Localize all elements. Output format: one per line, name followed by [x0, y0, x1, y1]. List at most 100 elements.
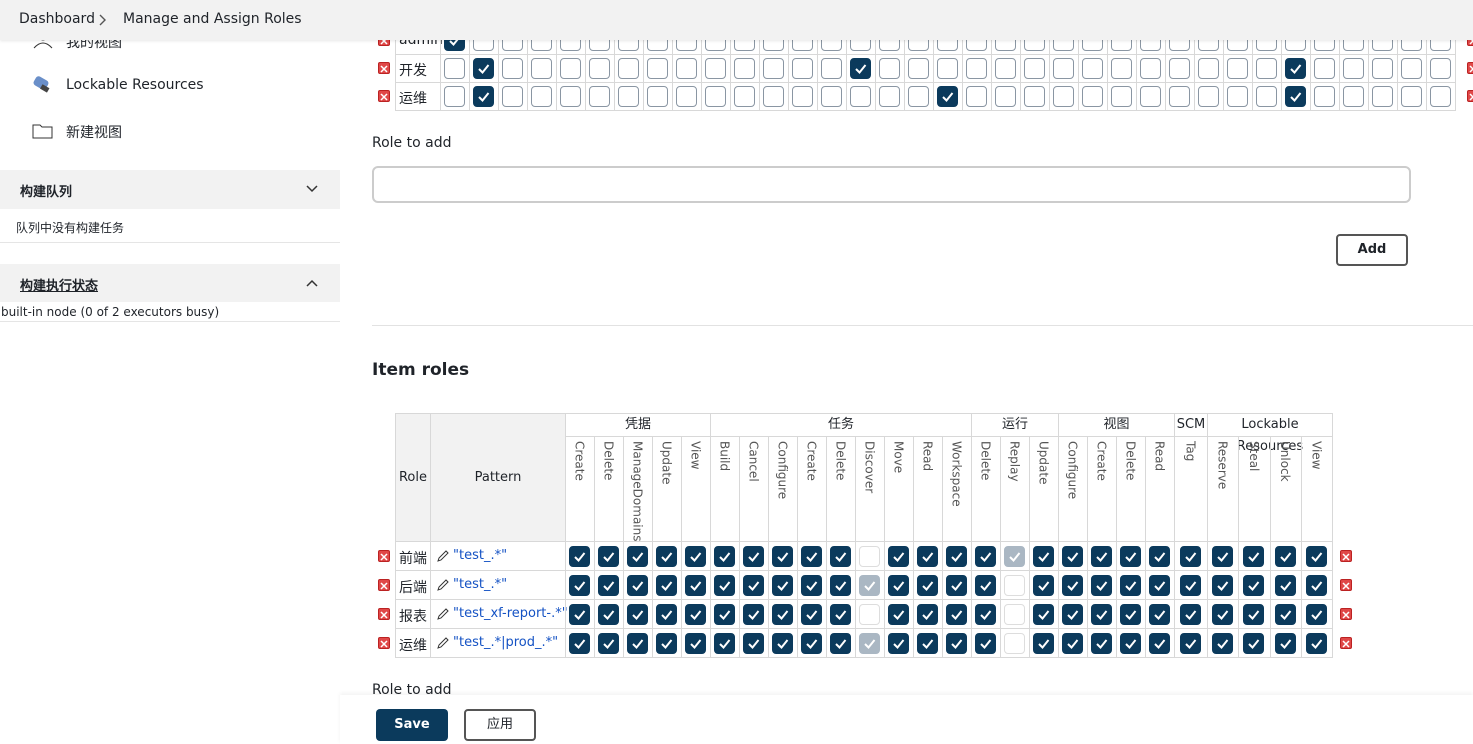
- checkbox[interactable]: [1033, 574, 1054, 596]
- checkbox[interactable]: [743, 545, 764, 567]
- checkbox[interactable]: [714, 545, 735, 567]
- checkbox[interactable]: [888, 545, 909, 567]
- checkbox[interactable]: [627, 545, 648, 567]
- checkbox[interactable]: [1285, 85, 1306, 107]
- checkbox[interactable]: [569, 574, 590, 596]
- checkbox[interactable]: [589, 57, 610, 79]
- checkbox[interactable]: [589, 85, 610, 107]
- checkbox[interactable]: [676, 57, 697, 79]
- sidebar-link[interactable]: 新建视图: [66, 125, 122, 141]
- checkbox[interactable]: [1111, 85, 1132, 107]
- delete-icon[interactable]: [378, 637, 390, 649]
- checkbox[interactable]: [598, 632, 619, 654]
- checkbox[interactable]: [946, 632, 967, 654]
- delete-icon[interactable]: [378, 608, 390, 620]
- checkbox[interactable]: [1120, 574, 1141, 596]
- checkbox[interactable]: [1062, 603, 1083, 625]
- checkbox[interactable]: [1062, 632, 1083, 654]
- checkbox[interactable]: [685, 603, 706, 625]
- checkbox[interactable]: [685, 632, 706, 654]
- checkbox[interactable]: [1091, 632, 1112, 654]
- checkbox[interactable]: [1169, 85, 1190, 107]
- pattern-link[interactable]: "test_.*|prod_.*": [453, 635, 559, 650]
- checkbox[interactable]: [1024, 57, 1045, 79]
- checkbox[interactable]: [705, 57, 726, 79]
- checkbox[interactable]: [1212, 603, 1234, 625]
- checkbox[interactable]: [1305, 603, 1327, 625]
- checkbox[interactable]: [743, 603, 764, 625]
- checkbox[interactable]: [1243, 545, 1265, 567]
- checkbox[interactable]: [1004, 545, 1025, 567]
- checkbox[interactable]: [734, 85, 755, 107]
- checkbox[interactable]: [705, 85, 726, 107]
- checkbox[interactable]: [821, 57, 842, 79]
- checkbox[interactable]: [946, 574, 967, 596]
- checkbox[interactable]: [908, 85, 929, 107]
- checkbox[interactable]: [598, 603, 619, 625]
- checkbox[interactable]: [1314, 57, 1335, 79]
- checkbox[interactable]: [1149, 574, 1170, 596]
- checkbox[interactable]: [1053, 57, 1074, 79]
- checkbox[interactable]: [1033, 545, 1054, 567]
- checkbox[interactable]: [937, 85, 958, 107]
- checkbox[interactable]: [734, 57, 755, 79]
- checkbox[interactable]: [656, 545, 677, 567]
- checkbox[interactable]: [1372, 85, 1393, 107]
- checkbox[interactable]: [1243, 574, 1265, 596]
- checkbox[interactable]: [714, 603, 735, 625]
- checkbox[interactable]: [1082, 85, 1103, 107]
- checkbox[interactable]: [792, 57, 813, 79]
- checkbox[interactable]: [676, 85, 697, 107]
- checkbox[interactable]: [1274, 603, 1296, 625]
- checkbox[interactable]: [1305, 545, 1327, 567]
- checkbox[interactable]: [1314, 85, 1335, 107]
- checkbox[interactable]: [1243, 632, 1265, 654]
- checkbox[interactable]: [1305, 574, 1327, 596]
- checkbox[interactable]: [444, 85, 465, 107]
- checkbox[interactable]: [1180, 574, 1201, 596]
- checkbox[interactable]: [937, 57, 958, 79]
- checkbox[interactable]: [685, 545, 706, 567]
- checkbox[interactable]: [1120, 603, 1141, 625]
- checkbox[interactable]: [1180, 545, 1201, 567]
- checkbox[interactable]: [1274, 632, 1296, 654]
- section-header[interactable]: 构建执行状态: [0, 264, 340, 302]
- checkbox[interactable]: [1053, 85, 1074, 107]
- delete-icon[interactable]: [378, 62, 390, 74]
- text-input[interactable]: [372, 166, 1411, 203]
- checkbox[interactable]: [830, 545, 851, 567]
- checkbox[interactable]: [1091, 574, 1112, 596]
- checkbox[interactable]: [1024, 85, 1045, 107]
- checkbox[interactable]: [801, 574, 822, 596]
- checkbox[interactable]: [859, 603, 880, 625]
- checkbox[interactable]: [1140, 57, 1161, 79]
- delete-icon[interactable]: [1340, 637, 1352, 649]
- checkbox[interactable]: [1212, 545, 1234, 567]
- checkbox[interactable]: [1401, 57, 1422, 79]
- checkbox[interactable]: [1212, 574, 1234, 596]
- checkbox[interactable]: [1082, 57, 1103, 79]
- save-button[interactable]: Save: [376, 709, 448, 741]
- checkbox[interactable]: [1033, 632, 1054, 654]
- checkbox[interactable]: [1227, 85, 1248, 107]
- checkbox[interactable]: [917, 545, 938, 567]
- delete-icon[interactable]: [1467, 90, 1473, 102]
- checkbox[interactable]: [685, 574, 706, 596]
- checkbox[interactable]: [473, 85, 494, 107]
- checkbox[interactable]: [618, 57, 639, 79]
- checkbox[interactable]: [618, 85, 639, 107]
- checkbox[interactable]: [850, 57, 871, 79]
- checkbox[interactable]: [560, 85, 581, 107]
- delete-icon[interactable]: [378, 90, 390, 102]
- checkbox[interactable]: [714, 632, 735, 654]
- delete-icon[interactable]: [1340, 608, 1352, 620]
- checkbox[interactable]: [598, 545, 619, 567]
- checkbox[interactable]: [1256, 57, 1277, 79]
- checkbox[interactable]: [656, 632, 677, 654]
- pattern-link[interactable]: "test_.*": [453, 577, 508, 592]
- checkbox[interactable]: [656, 603, 677, 625]
- checkbox[interactable]: [647, 57, 668, 79]
- checkbox[interactable]: [1227, 57, 1248, 79]
- checkbox[interactable]: [1111, 57, 1132, 79]
- breadcrumb-link[interactable]: Dashboard: [19, 11, 95, 27]
